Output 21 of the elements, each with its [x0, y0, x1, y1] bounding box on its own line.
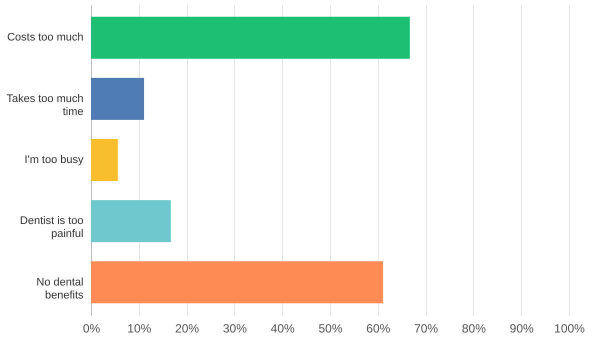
y-tick-label: Costs too much	[7, 32, 84, 44]
bar	[91, 200, 171, 242]
x-tick-label: 100%	[554, 322, 586, 336]
x-tick-label: 10%	[127, 322, 152, 336]
bar	[91, 139, 118, 181]
x-tick-label: 40%	[270, 322, 296, 336]
bar	[91, 78, 144, 120]
x-tick-label: 50%	[318, 322, 343, 336]
x-tick-label: 90%	[510, 322, 534, 336]
x-tick-label: 30%	[222, 322, 248, 336]
x-tick-label: 60%	[366, 322, 391, 336]
y-tick-label: Takes too much time	[6, 92, 84, 118]
x-tick-label: 0%	[82, 322, 100, 336]
bar	[91, 261, 384, 304]
x-tick-label: 20%	[175, 322, 200, 336]
bar	[91, 16, 410, 59]
y-tick-label: Dentist is too painful	[20, 215, 84, 240]
y-tick-label: No dental benefits	[36, 276, 84, 302]
y-tick-label: I'm too busy	[24, 154, 84, 166]
x-tick-label: 80%	[462, 322, 486, 336]
x-tick-label: 70%	[414, 322, 438, 336]
